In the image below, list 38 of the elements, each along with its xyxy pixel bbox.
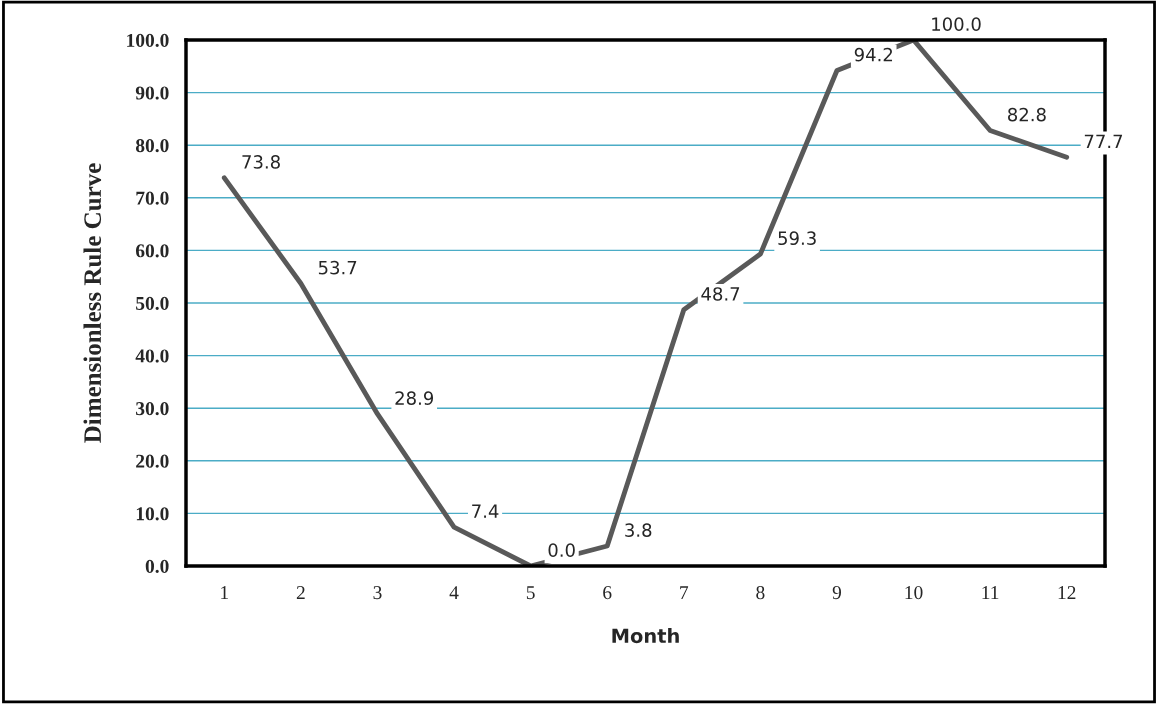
- y-tick-label: 80.0: [135, 139, 169, 153]
- x-tick-label: 4: [449, 586, 459, 599]
- y-tick-label: 100.0: [127, 33, 169, 48]
- x-tick-label: 2: [296, 586, 305, 599]
- y-tick-label: 90.0: [135, 86, 169, 100]
- data-label: 100.0: [932, 17, 981, 31]
- data-label: 48.7: [701, 287, 740, 301]
- y-tick-label: 40.0: [135, 349, 169, 363]
- y-tick-label: 30.0: [136, 402, 169, 416]
- data-label: 7.4: [472, 504, 499, 518]
- y-tick-label: 60.0: [135, 244, 169, 258]
- x-tick-label: 5: [526, 586, 535, 600]
- x-tick-label: 3: [373, 586, 382, 600]
- data-label: 94.2: [854, 47, 893, 62]
- data-label: 82.8: [1008, 107, 1046, 122]
- data-label: 0.0: [548, 543, 575, 557]
- y-tick-label: 10.0: [136, 507, 169, 521]
- y-tick-label: 20.0: [136, 454, 169, 468]
- data-label: 59.3: [778, 231, 816, 246]
- line-series: [221, 40, 1070, 566]
- x-tick-label: 10: [905, 586, 923, 600]
- x-axis-title: Month: [612, 628, 679, 644]
- x-tick-label: 6: [603, 586, 612, 600]
- x-tick-label: 8: [756, 586, 765, 600]
- x-tick-label: 1: [221, 586, 228, 599]
- x-tick-label: 11: [982, 586, 999, 599]
- y-axis-title: Dimensionless Rule Curve: [83, 163, 102, 443]
- data-label: 53.7: [318, 260, 357, 275]
- x-tick-label: 9: [832, 586, 842, 600]
- x-tick-label: 7: [680, 586, 689, 599]
- y-tick-label: 70.0: [136, 191, 169, 205]
- data-label: 73.8: [242, 155, 280, 169]
- y-tick-label: 50.0: [136, 296, 169, 311]
- x-tick-label: 12: [1058, 586, 1076, 599]
- y-tick-label: 0.0: [145, 559, 169, 574]
- data-label: 3.8: [625, 523, 652, 537]
- data-label: 77.7: [1084, 134, 1123, 148]
- data-label: 28.9: [395, 391, 434, 405]
